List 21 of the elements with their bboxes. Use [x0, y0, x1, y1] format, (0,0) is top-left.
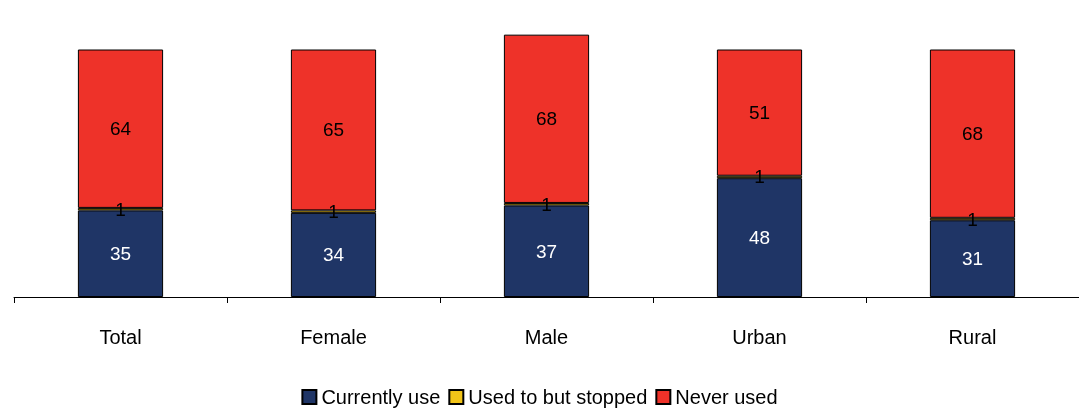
- x-tick-label: Female: [300, 326, 367, 348]
- data-label: 51: [748, 102, 771, 124]
- data-label: 31: [961, 248, 984, 270]
- data-label: 1: [967, 208, 978, 230]
- x-tick-label: Urban: [732, 326, 787, 348]
- legend-label: Never used: [675, 386, 778, 408]
- data-label: 68: [961, 123, 984, 145]
- data-label: 68: [535, 108, 558, 130]
- data-label: 64: [109, 118, 132, 140]
- legend-label: Currently use: [321, 386, 441, 408]
- x-tick-label: Total: [99, 326, 142, 348]
- x-tick-label: Rural: [948, 326, 997, 348]
- data-label: 1: [754, 166, 765, 188]
- data-label: 65: [322, 119, 345, 141]
- legend-label: Used to but stopped: [468, 386, 648, 408]
- x-tick-label: Male: [524, 326, 569, 348]
- data-label: 1: [328, 201, 339, 223]
- data-label: 48: [748, 227, 771, 249]
- data-label: 34: [322, 244, 345, 266]
- data-label: 35: [109, 243, 132, 265]
- data-label: 37: [535, 240, 558, 262]
